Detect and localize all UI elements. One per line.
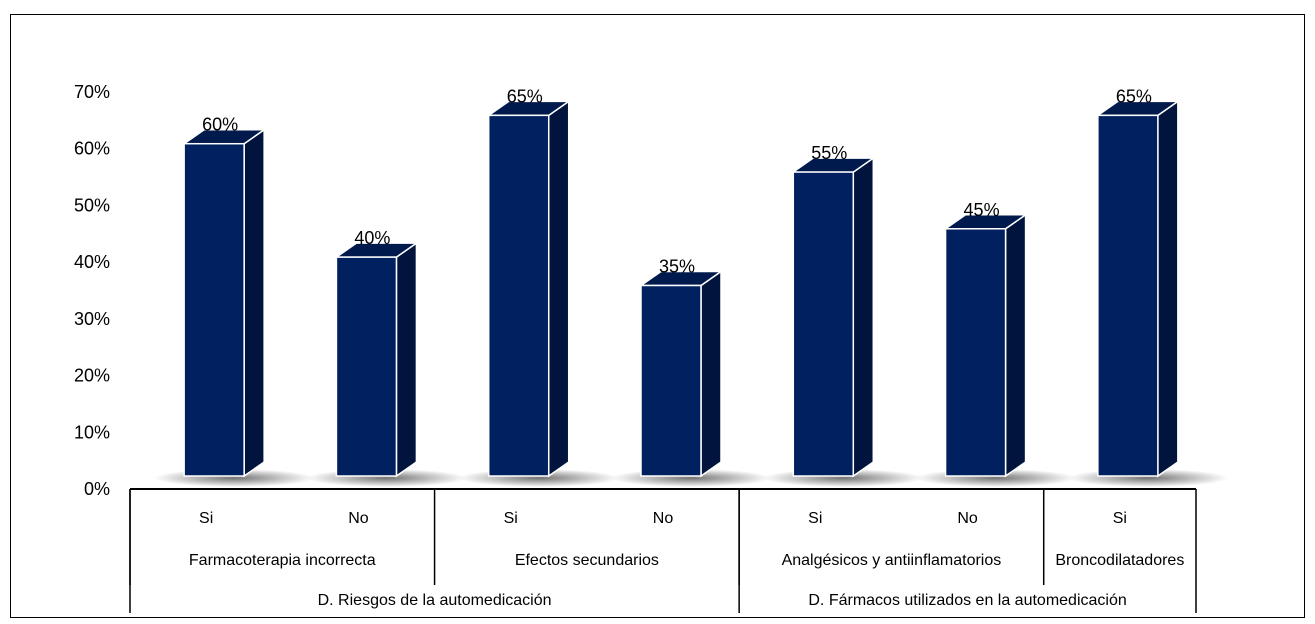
y-tick-label: 10% (74, 422, 110, 442)
group-label: Efectos secundarios (515, 552, 659, 569)
category-label: Si (504, 510, 518, 527)
y-tick-label: 30% (74, 309, 110, 329)
data-label: 65% (507, 86, 543, 106)
bar-side (243, 128, 265, 478)
category-label: Si (808, 510, 822, 527)
bar (792, 171, 855, 477)
category-label: No (957, 510, 978, 527)
y-tick-label: 50% (74, 195, 110, 215)
y-tick-label: 60% (74, 139, 110, 159)
data-label: 35% (659, 257, 695, 277)
bar-side (1157, 99, 1179, 478)
data-label: 65% (1116, 86, 1152, 106)
bar-side (700, 270, 722, 478)
group-label: Analgésicos y antiinflamatorios (782, 552, 1002, 569)
y-tick-label: 0% (84, 479, 110, 499)
category-label: No (653, 510, 674, 527)
y-tick-label: 40% (74, 252, 110, 272)
data-label: 55% (811, 143, 847, 163)
bar (183, 142, 245, 477)
group-label: Broncodilatadores (1055, 552, 1184, 569)
supergroup-label: D. Fármacos utilizados en la automedicac… (808, 592, 1126, 609)
data-label: 60% (202, 115, 238, 135)
bar (944, 228, 1007, 477)
bar-side (1004, 213, 1027, 478)
bar-side (852, 156, 875, 478)
supergroup-label: D. Riesgos de la automedicación (318, 592, 552, 609)
bar (1097, 114, 1159, 477)
category-label: No (348, 510, 369, 527)
category-label: Si (1113, 510, 1127, 527)
data-label: 45% (964, 200, 1000, 220)
data-label: 40% (354, 228, 390, 248)
bar (640, 284, 702, 477)
bar-side (547, 99, 570, 478)
category-label: Si (199, 510, 213, 527)
y-tick-label: 20% (74, 366, 110, 386)
bar (487, 114, 550, 477)
group-label: Farmacoterapia incorrecta (189, 552, 376, 569)
y-tick-label: 70% (74, 82, 110, 102)
bar-side (395, 241, 418, 478)
bar (335, 256, 398, 477)
